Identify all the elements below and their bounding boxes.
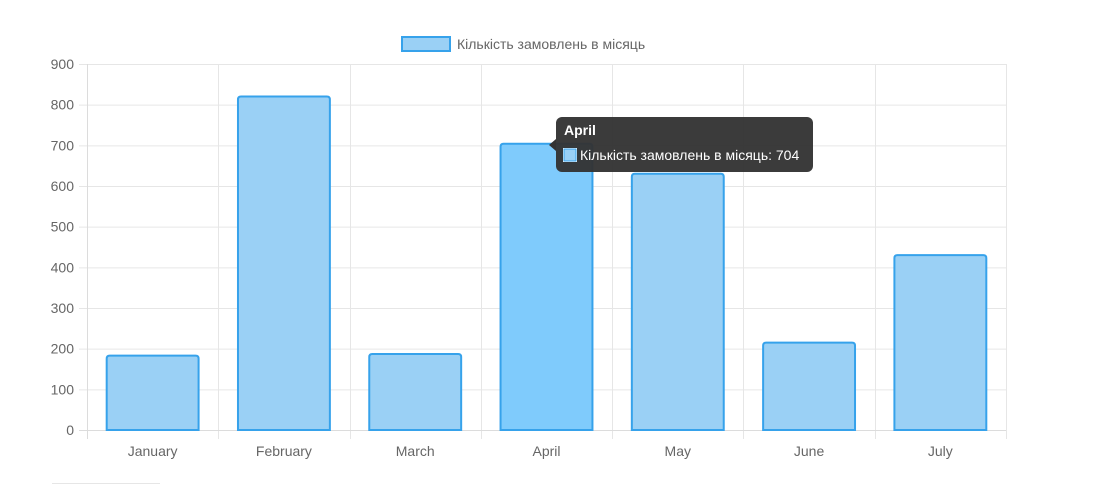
y-tick-label: 300 [51,300,75,316]
y-tick-label: 100 [51,381,75,397]
y-tick-label: 800 [51,97,75,113]
y-tick-label: 200 [51,341,75,357]
tooltip-box [556,117,813,172]
x-tick-label: February [256,443,312,459]
y-tick-label: 600 [51,178,75,194]
legend[interactable]: Кількість замовлень в місяць [401,36,645,52]
y-tick-label: 400 [51,259,75,275]
bar-march [368,352,463,431]
y-tick-label: 500 [51,219,75,235]
x-tick-label: January [128,443,178,459]
tooltip-title: April [564,122,596,138]
bar-april [499,142,594,431]
bars [105,95,988,431]
x-tick-label: March [396,443,435,459]
axes: 0 100 200 300 400 500 600 700 800 900 January Febru… [51,56,1006,459]
x-tick-label: July [928,443,953,459]
tooltip: April Кількість замовлень в місяць: 704 [549,117,813,172]
y-tick-label: 700 [51,137,75,153]
legend-swatch[interactable] [401,36,451,52]
tooltip-swatch-fill [563,148,577,162]
bar-february [236,95,331,431]
y-tick-label: 900 [51,56,75,72]
x-tick-label: May [665,443,691,459]
tooltip-caret [549,139,556,151]
legend-label[interactable]: Кількість замовлень в місяць [457,36,645,52]
bar-june [762,341,857,431]
bar-january [105,354,200,431]
bar-july [893,254,988,431]
y-tick-label: 0 [66,422,74,438]
x-tick-label: April [532,443,560,459]
bottom-divider [52,483,160,484]
tooltip-label: Кількість замовлень в місяць: 704 [580,147,799,163]
bar-may [630,172,725,431]
x-tick-label: June [794,443,825,459]
